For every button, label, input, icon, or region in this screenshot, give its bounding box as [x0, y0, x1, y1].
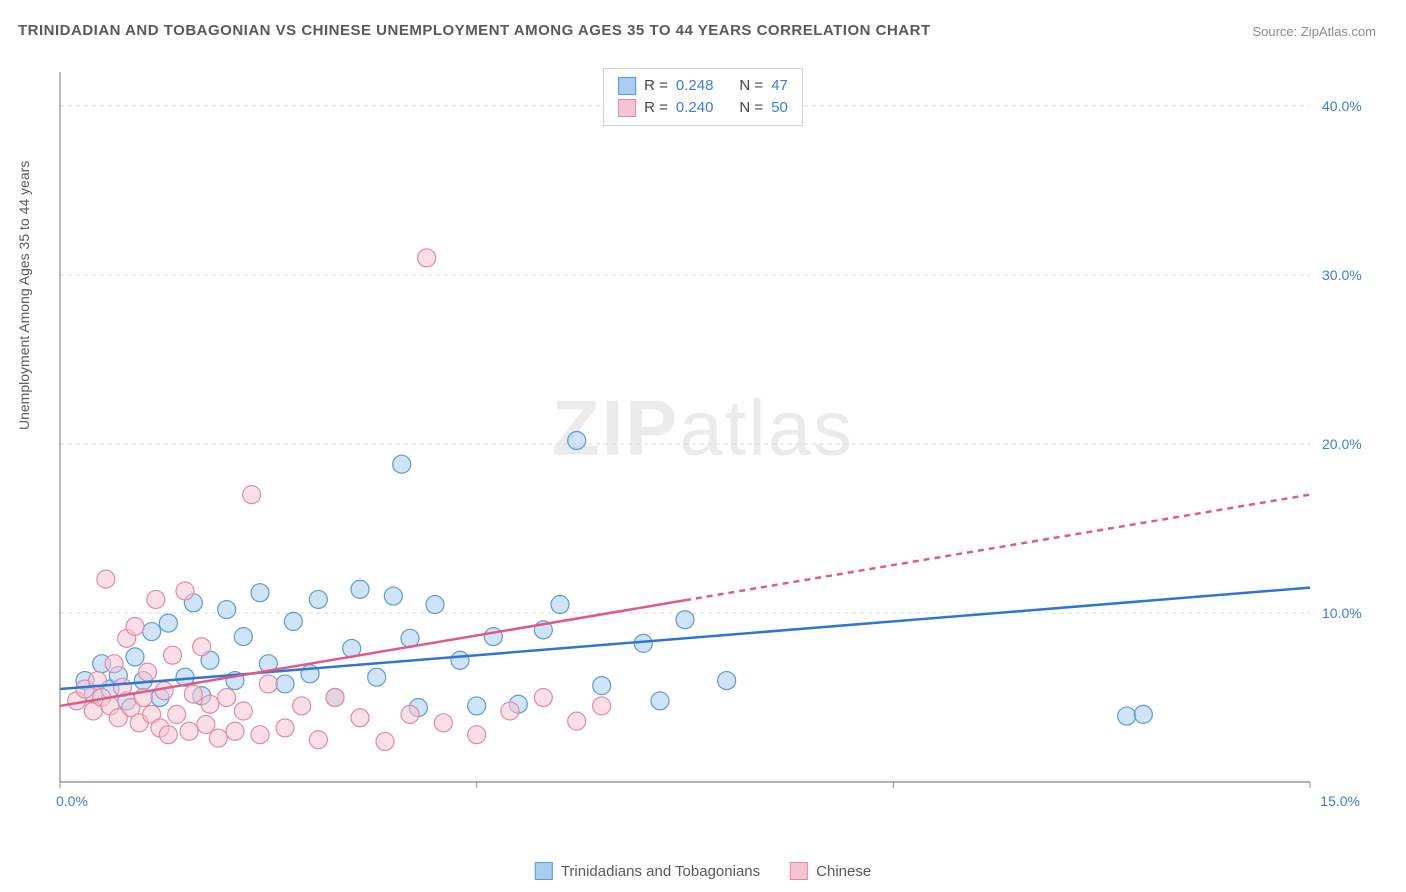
correlation-chart: TRINIDADIAN AND TOBAGONIAN VS CHINESE UN… [0, 0, 1406, 892]
legend-swatch-2 [790, 862, 808, 880]
legend-swatch-series2 [618, 99, 636, 117]
legend-series: Trinidadians and Tobagonians Chinese [535, 862, 871, 880]
legend-item-1: Trinidadians and Tobagonians [535, 862, 760, 880]
y-axis-label: Unemployment Among Ages 35 to 44 years [16, 161, 32, 430]
source-label: Source: ZipAtlas.com [1252, 24, 1376, 39]
legend-r-value-1: 0.248 [676, 75, 714, 97]
chart-title: TRINIDADIAN AND TOBAGONIAN VS CHINESE UN… [18, 22, 931, 39]
legend-row-series2: R = 0.240 N = 50 [618, 97, 788, 119]
plot-svg: 10.0% 20.0% 30.0% 40.0% 0.0% 15.0% [50, 62, 1370, 822]
svg-text:40.0%: 40.0% [1322, 98, 1362, 114]
svg-text:15.0%: 15.0% [1320, 793, 1360, 809]
legend-item-2: Chinese [790, 862, 871, 880]
legend-swatch-series1 [618, 77, 636, 95]
svg-text:0.0%: 0.0% [56, 793, 88, 809]
svg-text:10.0%: 10.0% [1322, 605, 1362, 621]
svg-text:20.0%: 20.0% [1322, 436, 1362, 452]
legend-correlation: R = 0.248 N = 47 R = 0.240 N = 50 [603, 68, 803, 126]
legend-r-value-2: 0.240 [676, 97, 714, 119]
y-axis-label-text: Unemployment Among Ages 35 to 44 years [16, 161, 32, 430]
legend-row-series1: R = 0.248 N = 47 [618, 75, 788, 97]
legend-n-prefix: N = [739, 97, 763, 119]
plot-area: 10.0% 20.0% 30.0% 40.0% 0.0% 15.0% [50, 62, 1370, 822]
legend-n-value-2: 50 [771, 97, 788, 119]
legend-label-2: Chinese [816, 863, 871, 880]
legend-r-prefix: R = [644, 97, 668, 119]
svg-text:30.0%: 30.0% [1322, 267, 1362, 283]
legend-swatch-1 [535, 862, 553, 880]
legend-n-value-1: 47 [771, 75, 788, 97]
legend-n-prefix: N = [739, 75, 763, 97]
legend-r-prefix: R = [644, 75, 668, 97]
legend-label-1: Trinidadians and Tobagonians [561, 863, 760, 880]
